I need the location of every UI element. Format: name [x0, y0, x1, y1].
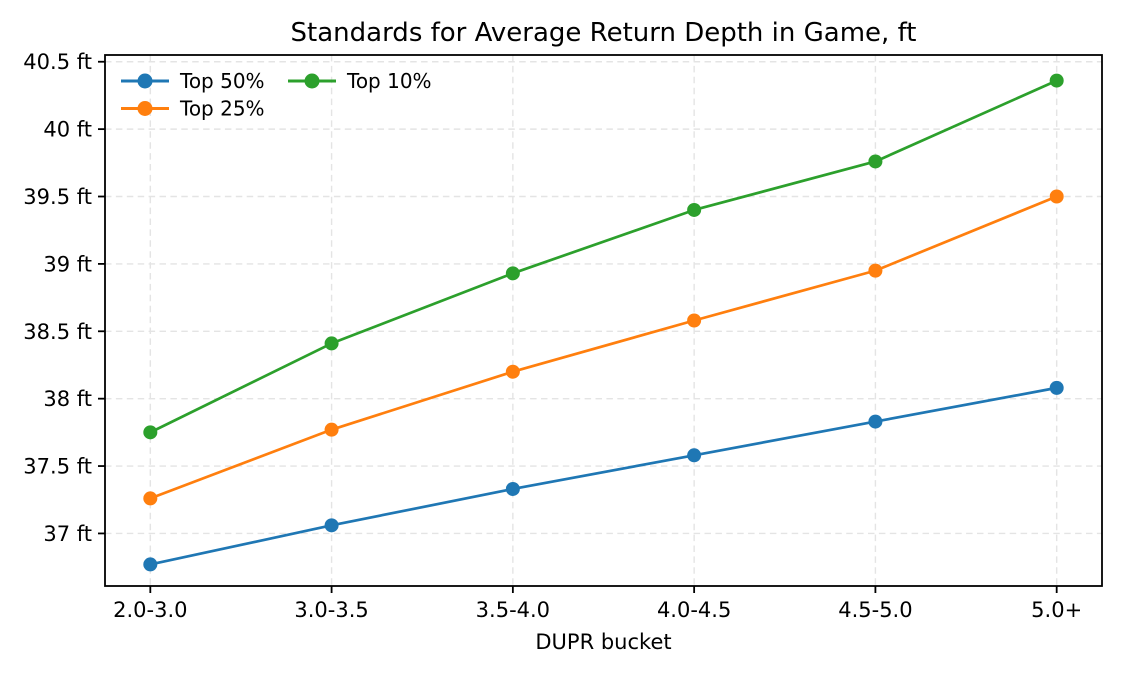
- series-line-top-25-: [148, 195, 1059, 500]
- legend-marker: [304, 73, 320, 89]
- data-point: [687, 202, 702, 217]
- y-tick-label: 40 ft: [43, 118, 92, 142]
- series-layer: [143, 73, 1064, 572]
- data-point: [1049, 380, 1064, 395]
- data-point: [143, 557, 158, 572]
- y-tick-label: 39.5 ft: [23, 185, 92, 209]
- grid-layer: [105, 55, 1102, 586]
- y-tick-label: 38 ft: [43, 387, 92, 411]
- legend-item-label: Top 50%: [179, 69, 265, 93]
- y-tick-label: 40.5 ft: [23, 50, 92, 74]
- legend-marker: [137, 73, 153, 89]
- legend: Top 50% Top 25% Top 10%: [121, 69, 432, 121]
- legend-marker: [137, 101, 153, 116]
- x-tick-label: 4.5-5.0: [838, 598, 912, 622]
- data-point: [505, 364, 520, 379]
- data-point: [143, 425, 158, 440]
- data-point: [143, 491, 158, 506]
- data-point: [868, 263, 883, 278]
- legend-item-label: Top 10%: [346, 69, 432, 93]
- data-point: [324, 336, 339, 351]
- data-point: [1049, 189, 1064, 204]
- data-point: [505, 481, 520, 496]
- data-point: [505, 266, 520, 281]
- tick-layer: 37 ft 37.5 ft 38 ft 38.5 ft 39 ft 39.5 ft 40 f…: [23, 50, 1082, 622]
- series-line-top-10-: [148, 79, 1059, 434]
- x-tick-label: 3.5-4.0: [476, 598, 550, 622]
- y-tick-label: 37 ft: [43, 522, 92, 546]
- x-tick-label: 3.0-3.5: [294, 598, 368, 622]
- y-tick-label: 37.5 ft: [23, 455, 92, 479]
- data-point: [868, 154, 883, 169]
- chart-title: Standards for Average Return Depth in Ga…: [291, 18, 917, 48]
- series-line-top-50-: [148, 386, 1059, 566]
- x-tick-label: 2.0-3.0: [113, 598, 187, 622]
- x-tick-label: 4.0-4.5: [657, 598, 731, 622]
- data-point: [687, 448, 702, 463]
- x-tick-label: 5.0+: [1031, 598, 1082, 622]
- data-point: [1049, 73, 1064, 88]
- legend-item-label: Top 25%: [179, 97, 265, 121]
- data-point: [868, 414, 883, 429]
- data-point: [687, 313, 702, 328]
- data-point: [324, 518, 339, 533]
- axes-frame: [104, 54, 1103, 587]
- x-axis-label: DUPR bucket: [535, 630, 671, 654]
- plot-border: [104, 54, 1103, 587]
- data-point: [324, 422, 339, 437]
- y-tick-label: 39 ft: [43, 252, 92, 276]
- y-tick-label: 38.5 ft: [23, 320, 92, 344]
